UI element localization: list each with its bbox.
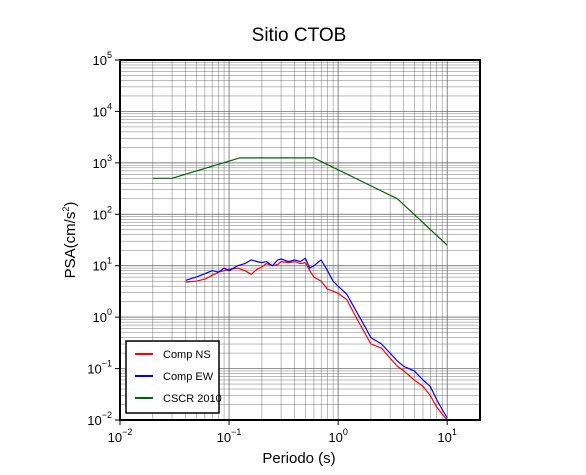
grid-lines: [119, 59, 481, 421]
series-lines: [152, 157, 448, 421]
series-line-1: [185, 261, 448, 421]
y-tick-label: 105: [93, 50, 112, 68]
y-tick-label: 10−1: [87, 359, 112, 377]
x-tick-label: 101: [437, 427, 456, 445]
y-tick-label: 104: [93, 101, 112, 119]
plot-frame: [119, 59, 481, 421]
legend-items: Comp NS Comp EW CSCR 2010: [135, 349, 222, 405]
y-tick-label: 10−2: [87, 410, 112, 428]
y-tick-label: 102: [93, 204, 112, 222]
legend: Comp NS Comp EW CSCR 2010: [125, 340, 222, 414]
series-line-2: [185, 257, 448, 419]
y-axis-label: PSA(cm/s2): [61, 202, 79, 279]
y-axis: 10−2 10−1 100 101 102 103 104 105: [87, 50, 120, 428]
x-tick-label: 100: [328, 427, 347, 445]
x-tick-label: 10−1: [217, 427, 242, 445]
legend-label: Comp EW: [163, 371, 214, 383]
x-tick-label: 10−2: [108, 427, 133, 445]
y-tick-label: 101: [93, 256, 112, 274]
x-axis-label: Periodo (s): [262, 450, 335, 467]
series-line-3: [152, 157, 448, 246]
legend-label: Comp NS: [163, 349, 211, 361]
x-axis: 10−2 10−1 100 101: [108, 420, 457, 445]
y-tick-label: 103: [93, 153, 112, 171]
chart-title: Sitio CTOB: [252, 25, 347, 46]
legend-label: CSCR 2010: [163, 393, 222, 405]
y-tick-label: 100: [93, 307, 112, 325]
